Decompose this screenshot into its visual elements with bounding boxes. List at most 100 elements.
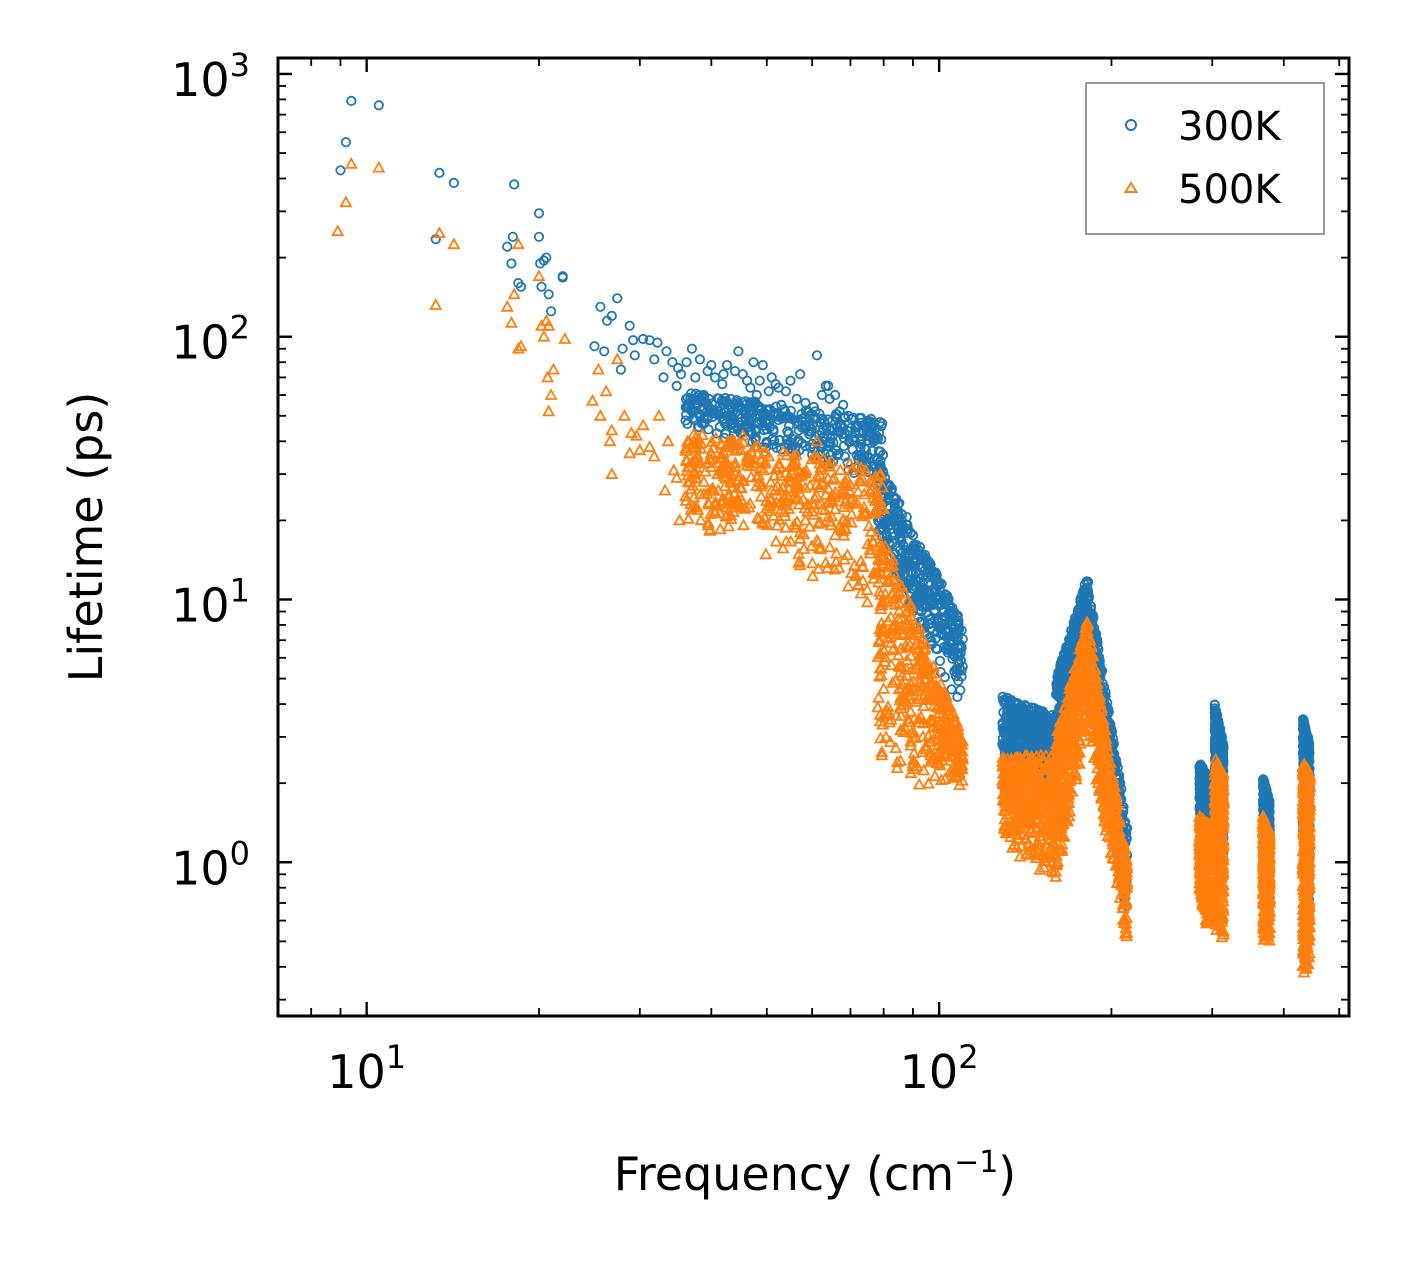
point-300k-band4 [1083,592,1094,604]
plot-area [331,95,1317,978]
point-300k-band2 [1023,711,1035,722]
point-300k-band1 [895,531,906,542]
point-300k-band1 [948,631,960,643]
point-300k-band1 [892,521,904,533]
point-300k-band7 [1259,783,1270,795]
point-300k-band2 [1016,718,1027,729]
point-300k-band0 [817,413,828,424]
point-300k-band1 [901,511,912,523]
point-300k-band1 [932,615,944,626]
point-300k-band2 [1001,744,1012,755]
point-300k-band3 [1055,679,1066,690]
point-300k-band1 [943,631,954,642]
point-300k-band1 [938,594,949,605]
point-300k-band3 [1070,623,1081,635]
point-300k-band2 [1011,697,1023,709]
point-300k-band0 [844,436,855,447]
point-300k-band0 [767,433,778,445]
point-300k-band1 [917,570,929,582]
point-300k-band2 [1005,713,1016,724]
point-300k-band1 [904,574,915,585]
point-300k-band3 [1064,634,1075,645]
point-300k-band3 [1053,667,1064,678]
point-300k-band2 [998,707,1009,718]
point-300k-band2 [999,697,1010,708]
point-300k-band0 [786,433,798,444]
point-300k-band5 [1199,799,1210,811]
point-300k-band0 [807,418,819,430]
point-300k-band1 [907,530,919,541]
point-300k-band1 [893,532,905,543]
point-300k-band0 [767,439,778,450]
point-300k-band0 [750,434,761,445]
point-300k-band1 [904,551,915,563]
point-300k-band0 [761,414,772,425]
point-300k-band0 [774,434,785,446]
point-300k-band3 [1059,651,1070,662]
point-300k-band0 [828,437,839,448]
point-300k-band0 [770,401,782,412]
point-300k-band1 [939,588,951,600]
point-300k-band2 [1002,719,1014,730]
point-300k-band1 [898,522,909,533]
point-300k-band0 [872,434,884,445]
point-300k-band2 [1030,731,1042,742]
point-300k-band0 [782,426,793,437]
point-300k-band1 [932,644,943,655]
point-300k-band1 [952,631,964,643]
point-300k-band0 [753,418,764,429]
point-300k-band7 [1261,796,1272,807]
point-300k-band0 [720,428,731,439]
point-300k-band0 [681,401,692,412]
point-300k-band0 [782,410,794,422]
point-300k-band1 [932,626,943,638]
point-300k-band2 [997,691,1008,703]
point-300k-band0 [693,390,704,401]
point-300k-band0 [724,409,735,420]
point-300k-band0 [839,451,851,462]
point-300k-band1 [951,667,963,679]
point-300k-band6 [1209,703,1220,714]
point-300k-band1 [920,552,932,564]
point-300k-band0 [859,443,870,454]
point-300k-band2 [1030,736,1041,748]
point-300k-band6 [1209,699,1220,710]
point-300k-band7 [1264,806,1275,817]
point-300k-band1 [913,592,924,603]
point-300k-band1 [954,651,965,662]
point-300k-band6 [1213,746,1224,758]
point-300k-band5 [1195,777,1206,788]
point-300k-band0 [759,407,770,418]
point-300k-band0 [821,422,832,434]
point-300k-band0 [768,424,779,435]
point-300k-band0 [761,436,772,447]
point-300k-band2 [1000,732,1012,743]
point-300k-band0 [735,402,746,413]
point-300k-band2 [1000,713,1011,724]
point-300k-band1 [955,685,966,696]
point-300k-band2 [1013,710,1024,721]
point-300k-band1 [934,655,946,667]
point-300k-band1 [889,498,900,509]
point-300k-band0 [866,419,877,430]
point-300k-band2 [1019,736,1031,747]
point-300k-band3 [1051,689,1062,700]
point-300k-band3 [1060,662,1072,674]
point-300k-band0 [749,396,761,407]
point-300k-band0 [801,420,812,431]
point-300k-band5 [1199,767,1210,779]
point-300k-band0 [705,403,716,415]
point-300k-band1 [897,520,908,532]
point-300k-band1 [935,599,947,611]
point-300k-band2 [1031,726,1042,737]
point-300k-band0 [718,416,730,427]
point-300k-band7 [1261,789,1272,801]
point-300k-band4 [1085,610,1096,621]
point-300k-band6 [1211,725,1222,736]
point-300k-band2 [1028,711,1039,722]
point-300k-band1 [952,619,964,630]
point-300k-band1 [932,581,943,592]
point-300k-band0 [764,416,775,428]
point-300k-band1 [890,510,901,522]
